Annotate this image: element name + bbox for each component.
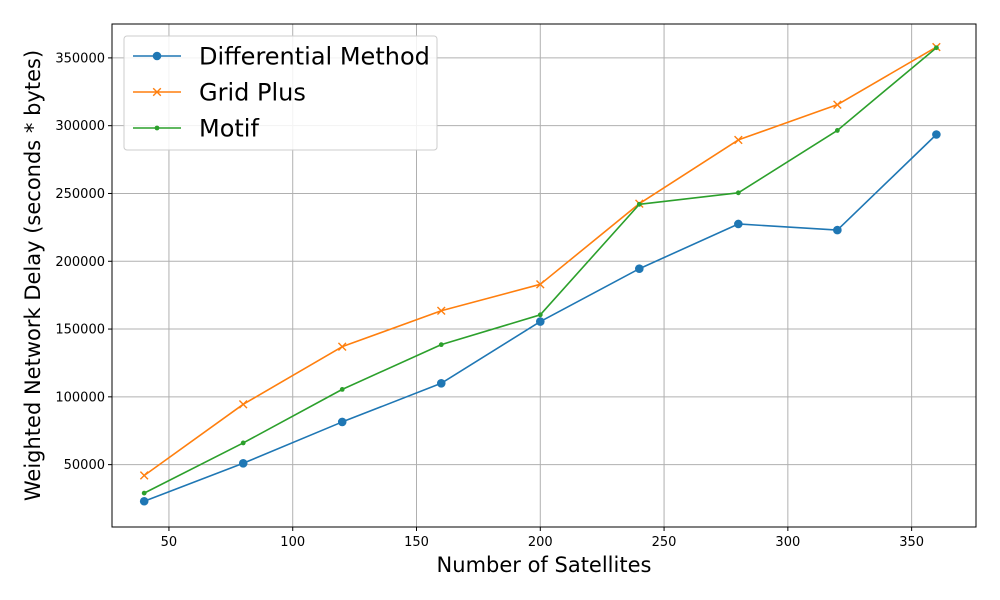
data-point-grid-plus [833, 100, 842, 109]
series-differential-method [139, 130, 941, 506]
legend-marker-grid-plus [152, 87, 162, 97]
data-point-motif [438, 342, 444, 348]
y-axis-label: Weighted Network Delay (seconds * bytes) [21, 50, 45, 501]
data-point-grid-plus [436, 306, 446, 316]
y-tick-label: 150000 [55, 323, 105, 338]
data-point-grid-plus [337, 342, 347, 351]
plot-frame [111, 23, 977, 528]
data-point-motif [834, 128, 840, 133]
x-axis-label: Number of Satellites [437, 553, 652, 577]
x-tick-label: 50 [161, 535, 178, 550]
series-grid-plus [139, 42, 941, 480]
legend-label-differential-method: Differential Method [199, 43, 430, 71]
legend-item-motif: Motif [133, 115, 259, 143]
legend-item-differential-method: Differential Method [133, 43, 430, 71]
data-point-grid-plus [139, 471, 149, 480]
data-point-differential-method [238, 458, 248, 468]
series-layer [139, 42, 941, 506]
data-point-differential-method [436, 378, 446, 388]
y-tick-label: 350000 [55, 51, 105, 66]
data-point-differential-method [337, 417, 347, 427]
y-tick-label: 250000 [55, 187, 105, 202]
legend-item-grid-plus: Grid Plus [133, 79, 306, 107]
data-point-motif [537, 312, 543, 318]
axis-ticks: 50 100 150 200 250 300 350 50000 100000 150000 200… [55, 51, 924, 550]
data-point-grid-plus [535, 280, 545, 289]
series-motif [141, 45, 939, 496]
data-point-motif [735, 190, 741, 196]
legend: Differential Method Grid Plus Motif [123, 35, 438, 151]
x-tick-label: 350 [899, 535, 924, 550]
data-point-differential-method [535, 317, 545, 326]
legend-label-motif: Motif [199, 115, 259, 143]
data-point-differential-method [635, 264, 644, 274]
grid-lines [112, 24, 976, 527]
legend-label-grid-plus: Grid Plus [199, 79, 306, 107]
y-tick-label: 100000 [55, 390, 105, 405]
data-point-motif [933, 45, 939, 51]
data-point-motif [339, 386, 345, 392]
y-tick-label: 50000 [64, 458, 105, 473]
y-tick-label: 300000 [55, 119, 105, 134]
legend-box [123, 35, 438, 151]
data-point-motif [141, 490, 147, 496]
x-tick-label: 250 [652, 535, 677, 550]
data-point-grid-plus [238, 400, 248, 409]
x-tick-label: 100 [280, 535, 305, 550]
data-point-grid-plus [734, 135, 743, 145]
data-point-motif [240, 440, 246, 446]
y-tick-label: 200000 [55, 255, 105, 270]
legend-marker-motif [154, 125, 160, 131]
legend-marker-differential-method [152, 51, 162, 61]
x-tick-label: 150 [404, 535, 429, 550]
data-point-differential-method [734, 219, 743, 229]
x-tick-label: 300 [775, 535, 800, 550]
data-point-motif [636, 201, 642, 207]
data-point-differential-method [932, 130, 941, 139]
data-point-differential-method [139, 496, 149, 506]
x-tick-label: 200 [528, 535, 553, 550]
data-point-differential-method [833, 225, 842, 235]
